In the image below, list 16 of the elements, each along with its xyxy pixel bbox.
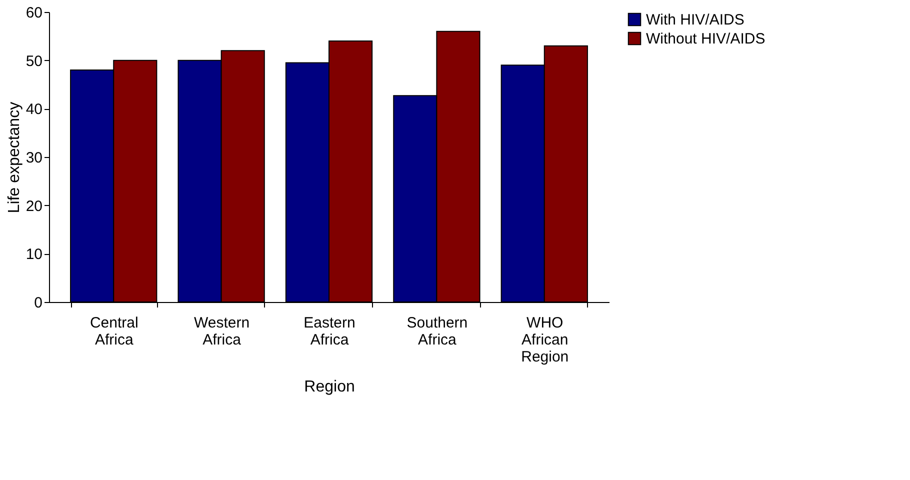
- legend-label: Without HIV/AIDS: [646, 30, 766, 48]
- x-tick-label: Western Africa: [194, 314, 250, 348]
- y-tick-label: 50: [26, 52, 42, 70]
- x-tick-label: Southern Africa: [406, 314, 468, 348]
- y-axis-title: Life expectancy: [6, 102, 23, 214]
- y-tick-label: 10: [26, 246, 42, 264]
- y-tick-label: 40: [26, 101, 42, 118]
- x-axis-title: Region: [304, 378, 355, 396]
- y-tick-label: 30: [26, 150, 42, 166]
- x-tick-label: Central Africa: [90, 314, 138, 348]
- y-tick-label: 60: [26, 4, 42, 22]
- x-tick-label: WHO African Region: [521, 314, 569, 366]
- legend-label: With HIV/AIDS: [646, 12, 744, 28]
- x-tick-label: Eastern Africa: [304, 314, 356, 348]
- y-tick-label: 0: [34, 294, 42, 312]
- y-tick-label: 20: [26, 198, 42, 215]
